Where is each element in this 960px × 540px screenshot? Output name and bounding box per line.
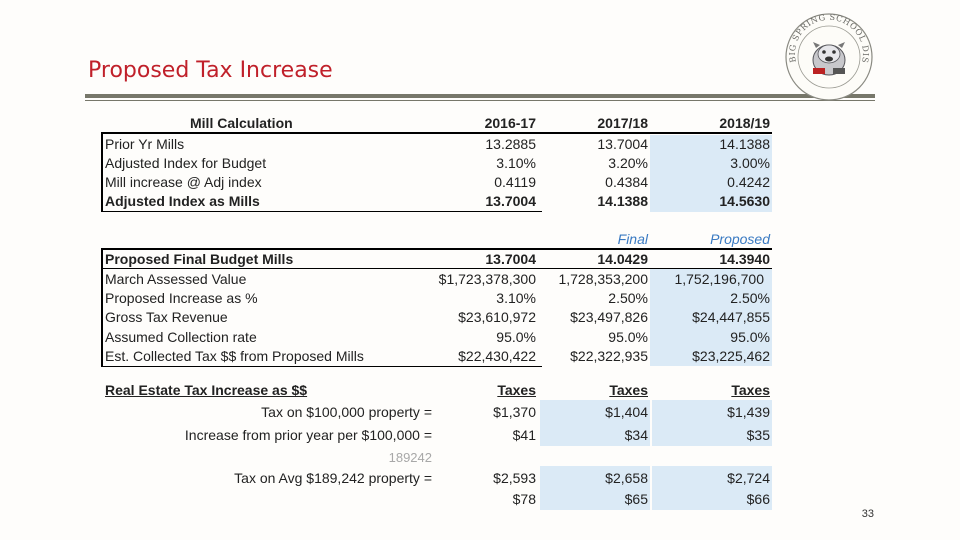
- re-header-col1: Taxes: [497, 382, 536, 398]
- budget-row-label: March Assessed Value: [105, 271, 247, 287]
- mill-box-left: [101, 132, 103, 212]
- budget-row-value: $1,723,378,300: [438, 271, 536, 287]
- title-rule-thick: [85, 94, 875, 98]
- budget-box-bottom: [101, 366, 542, 367]
- re-tax100-value: $1,404: [605, 404, 648, 420]
- budget-row-value: $22,430,422: [458, 348, 536, 364]
- mill-row-value: 13.7004: [485, 193, 536, 209]
- re-tax100-value: $1,439: [727, 404, 770, 420]
- re-incavg-value: $65: [624, 491, 648, 507]
- shade-taxavg-2017: [540, 466, 650, 510]
- page-number: 33: [861, 508, 874, 520]
- re-avg-value: 189242: [388, 450, 432, 465]
- mill-row-value: 14.1388: [719, 136, 770, 152]
- budget-row-value: 2.50%: [730, 290, 770, 306]
- re-taxavg-value: $2,658: [605, 470, 648, 486]
- status-proposed: Proposed: [710, 231, 770, 247]
- budget-row-value: 3.10%: [496, 290, 536, 306]
- page-title: Proposed Tax Increase: [88, 58, 333, 83]
- budget-row-value: $23,497,826: [570, 309, 648, 325]
- re-tax100-value: $1,370: [493, 404, 536, 420]
- shade-budget-2018: [650, 269, 772, 366]
- title-rule-thin: [85, 100, 875, 101]
- budget-row-value: $24,447,855: [692, 309, 770, 325]
- budget-row-label: Proposed Increase as %: [105, 290, 258, 306]
- re-inc100-value: $35: [746, 427, 770, 443]
- mill-row-value: 3.00%: [730, 155, 770, 171]
- mill-row-label: Prior Yr Mills: [105, 136, 185, 152]
- shade-mill-2018: [650, 135, 772, 212]
- mill-row-label: Mill increase @ Adj index: [105, 174, 262, 190]
- mill-row-value: 14.1388: [597, 193, 648, 209]
- budget-header-col1: 13.7004: [485, 251, 536, 267]
- shade-tax100-2018: [652, 400, 772, 446]
- budget-row-value: $23,610,972: [458, 309, 536, 325]
- budget-row-value: 95.0%: [730, 329, 770, 345]
- re-inc100-value: $34: [624, 427, 648, 443]
- mill-row-label: Adjusted Index as Mills: [105, 193, 260, 209]
- budget-header-col3: 14.3940: [719, 251, 770, 267]
- mill-row-value: 0.4384: [605, 174, 648, 190]
- shade-taxavg-2018: [652, 466, 772, 510]
- mill-row-value: 0.4119: [494, 174, 536, 190]
- re-header-label: Real Estate Tax Increase as $$: [105, 382, 308, 398]
- budget-row-value: 1,752,196,700: [674, 271, 764, 287]
- mill-header-rule: [101, 132, 772, 134]
- budget-row-label: Assumed Collection rate: [105, 329, 257, 345]
- budget-header-col2: 14.0429: [597, 251, 648, 267]
- re-header-col2: Taxes: [609, 382, 648, 398]
- budget-row-value: 2.50%: [608, 290, 648, 306]
- re-inc100-value: $41: [512, 427, 536, 443]
- mill-col2-header: 2017/18: [597, 115, 648, 131]
- shade-tax100-2017: [540, 400, 650, 446]
- mill-col3-header: 2018/19: [719, 115, 770, 131]
- budget-row-value: $23,225,462: [692, 348, 770, 364]
- mill-row-value: 3.20%: [608, 155, 648, 171]
- budget-header-rule: [101, 268, 772, 269]
- mill-row-value: 13.2885: [485, 136, 536, 152]
- mill-col1-header: 2016-17: [484, 115, 536, 131]
- re-incavg-value: $66: [746, 491, 770, 507]
- mill-row-value: 0.4242: [727, 174, 770, 190]
- budget-top-rule: [101, 248, 772, 250]
- re-taxavg-value: $2,593: [493, 470, 536, 486]
- budget-header-label: Proposed Final Budget Mills: [105, 251, 294, 267]
- budget-row-label: Est. Collected Tax $$ from Proposed Mill…: [105, 348, 364, 364]
- budget-row-value: $22,322,935: [570, 348, 648, 364]
- bulldog-seal-icon: BIG SPRING SCHOOL DISTRICT: [784, 12, 873, 101]
- mill-calc-header: Mill Calculation: [190, 115, 293, 131]
- mill-row-label: Adjusted Index for Budget: [105, 155, 267, 171]
- re-header-col3: Taxes: [731, 382, 770, 398]
- re-tax100-label: Tax on $100,000 property =: [261, 404, 432, 420]
- re-taxavg-label: Tax on Avg $189,242 property =: [234, 470, 432, 486]
- budget-row-value: 95.0%: [496, 329, 536, 345]
- re-taxavg-value: $2,724: [727, 470, 770, 486]
- budget-row-value: 1,728,353,200: [558, 271, 648, 287]
- budget-box-left: [101, 248, 103, 367]
- budget-row-value: 95.0%: [608, 329, 648, 345]
- re-inc100-label: Increase from prior year per $100,000 =: [184, 427, 432, 443]
- status-final: Final: [617, 231, 648, 247]
- re-incavg-value: $78: [512, 491, 536, 507]
- mill-row-value: 14.5630: [719, 193, 770, 209]
- mill-row-value: 13.7004: [597, 136, 648, 152]
- mill-row-value: 3.10%: [496, 155, 536, 171]
- mill-box-bottom: [101, 211, 542, 212]
- budget-row-label: Gross Tax Revenue: [105, 309, 228, 325]
